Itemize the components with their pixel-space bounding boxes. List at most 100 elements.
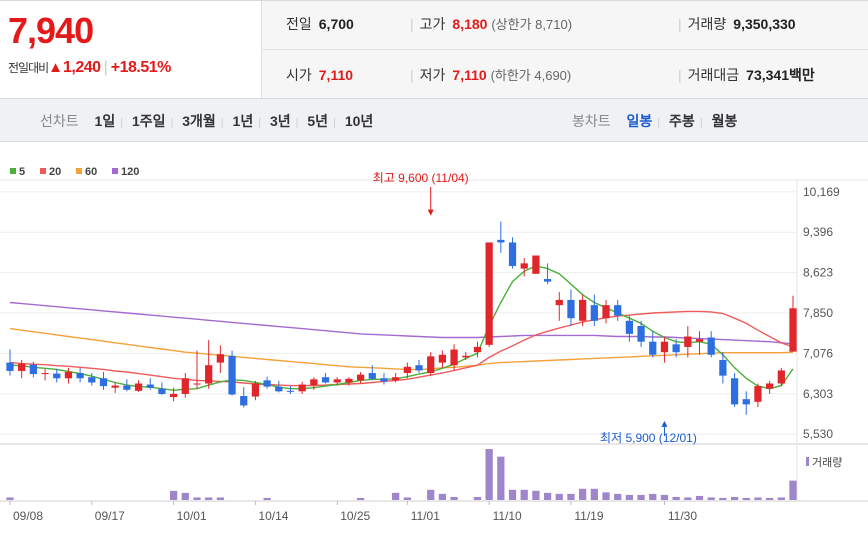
x-tick-label-1: 09/17 [95,509,125,523]
change-percent: +18.51% [110,59,172,76]
candle-43 [508,237,517,269]
candle-17 [205,340,213,389]
tab-weekly-candle[interactable]: 주봉 [669,113,695,129]
candle-body-0 [6,362,14,371]
amount-cell: | 거래대금 73,341백만 [678,67,815,83]
annotation-high: 최고 9,600 (11/04) [373,171,469,185]
candle-32 [380,373,388,385]
candle-body-25 [298,384,306,392]
tab-3year[interactable]: 3년 [269,113,291,129]
candle-1 [18,359,26,379]
low-cell: | 저가 7,110 (하한가 4,690) [410,67,572,83]
volume-bar-42 [497,456,505,500]
up-arrow-icon [661,420,668,427]
volume-bar-40 [473,496,482,500]
candle-body-17 [205,365,213,384]
candle-body-22 [263,380,271,387]
candle-body-16 [193,383,201,385]
candle-59 [695,331,704,355]
candle-63 [742,391,750,415]
open-cell: 시가 7,110 [286,65,353,85]
volume-bar-56 [660,494,669,500]
tab-1week[interactable]: 1주일 [131,113,166,129]
candle-body-49 [579,299,587,321]
tab-1year[interactable]: 1년 [232,113,254,129]
candle-body-31 [368,373,376,379]
lower-limit: (하한가 4,690) [490,68,572,83]
volume-bar-66 [777,497,785,500]
candle-body-39 [462,355,470,358]
volume-bar-47 [555,493,563,500]
candle-body-9 [111,385,119,388]
candle-27 [321,373,330,384]
candle-40 [473,341,482,358]
candle-body-64 [754,386,762,402]
candle-body-43 [508,242,517,266]
candle-body-37 [438,354,447,363]
candle-body-7 [88,377,96,383]
tab-3month[interactable]: 3개월 [182,113,216,129]
candle-body-50 [590,305,598,321]
tab-1day[interactable]: 1일 [94,113,116,129]
x-tick-label-8: 11/30 [668,509,697,523]
volume-bar-15 [181,492,189,500]
candle-body-57 [672,344,680,353]
change-value: 1,240 [63,59,101,76]
candle-11 [134,380,143,392]
candle-body-52 [614,305,622,316]
volume-bar-60 [707,497,715,500]
candle-52 [614,299,622,321]
volume-legend-swatch [806,457,809,466]
volume-bar-46 [543,492,552,500]
open-value: 7,110 [318,67,354,83]
upper-limit: (상한가 8,710) [491,17,573,32]
legend-swatch-1 [40,168,46,174]
candle-body-20 [240,396,248,406]
y-tick-label-3: 7,850 [803,306,833,320]
candle-54 [637,320,645,347]
prev-close-value: 6,700 [318,16,354,32]
candle-body-2 [29,364,37,375]
legend-label-0: 5 [19,166,25,178]
volume-bar-67 [789,480,797,500]
volume-bar-54 [637,494,645,500]
candle-body-65 [766,383,774,389]
line-chart-label: 선차트 [40,113,79,129]
candle-body-34 [403,366,411,374]
volume-bar-30 [356,497,365,500]
candle-37 [438,350,447,368]
candle-38 [450,344,458,371]
volume-bar-53 [625,494,634,500]
legend-label-2: 60 [85,166,97,178]
candle-body-48 [567,299,575,319]
candle-body-62 [730,378,739,405]
y-tick-label-6: 5,530 [803,427,833,441]
candle-body-23 [275,386,283,392]
candle-15 [181,373,189,398]
candle-55 [649,331,657,358]
change-row: 전일대비▲1,240 | +18.51% [8,59,171,77]
x-tick-label-5: 11/01 [411,509,440,523]
volume-bar-36 [427,489,435,500]
volume-bar-61 [719,497,727,500]
candle-13 [158,382,166,395]
candle-2 [29,361,37,378]
tab-5year[interactable]: 5년 [307,113,329,129]
tab-10year[interactable]: 10년 [344,113,374,129]
amount-label: 거래대금 [687,67,740,83]
volume-bar-62 [730,496,739,500]
candle-body-56 [660,341,669,353]
candle-body-67 [789,308,797,352]
candle-body-19 [228,355,236,395]
candle-28 [333,377,341,386]
candle-body-35 [415,365,423,371]
candle-body-55 [649,341,657,355]
tab-daily-candle[interactable]: 일봉 [626,113,653,129]
annotation-low: 최저 5,900 (12/01) [600,431,697,445]
candle-body-32 [380,378,388,382]
tab-monthly-candle[interactable]: 월봉 [711,113,738,129]
candle-39 [462,352,470,360]
candle-66 [777,367,785,387]
candle-body-14 [169,393,178,398]
candle-33 [392,373,400,383]
